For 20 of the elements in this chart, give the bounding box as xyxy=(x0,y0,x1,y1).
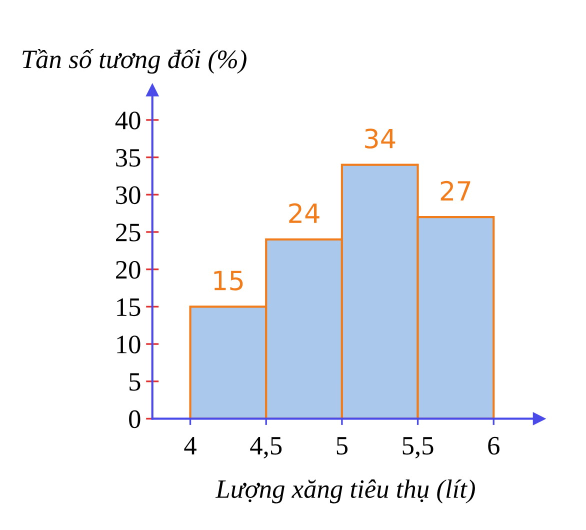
y-tick-label: 0 xyxy=(129,410,140,428)
data-label: 15 xyxy=(214,270,243,290)
y-tick-label: 25 xyxy=(116,224,140,242)
y-tick-label: 20 xyxy=(116,260,140,279)
y-tick-label: 35 xyxy=(116,148,140,167)
x-tick-label: 4,5 xyxy=(250,437,282,458)
data-label: 24 xyxy=(289,203,320,223)
y-tick-label: 15 xyxy=(117,298,140,316)
y-tick-label: 10 xyxy=(117,336,140,354)
x-axis-title: Lượng xăng tiêu thụ (lít) xyxy=(215,479,475,504)
y-tick-label: 30 xyxy=(116,186,140,204)
data-label: 34 xyxy=(365,128,396,149)
x-tick-label: 4 xyxy=(184,437,196,454)
y-axis-title: Tần số tương đối (%) xyxy=(22,48,246,74)
x-tick-label: 6 xyxy=(488,436,500,455)
x-tick-label: 5 xyxy=(336,437,348,455)
y-tick-label: 5 xyxy=(130,373,140,391)
y-tick-label: 40 xyxy=(115,112,140,130)
data-label: 27 xyxy=(440,180,470,200)
x-tick-label: 5,5 xyxy=(402,437,434,458)
